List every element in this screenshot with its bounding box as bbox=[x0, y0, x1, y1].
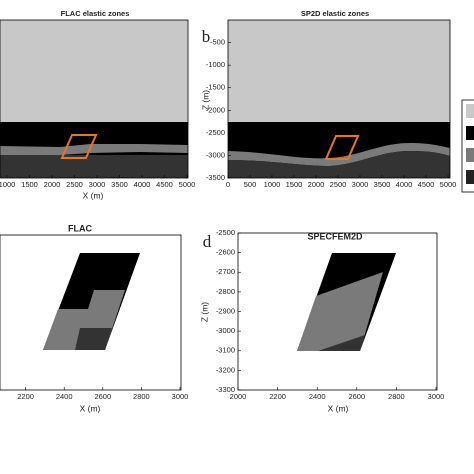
x-tick-label: 500 bbox=[244, 180, 257, 189]
panel-d-image bbox=[237, 232, 438, 391]
y-tick-label: -3000 bbox=[216, 326, 235, 335]
y-tick-label: -2500 bbox=[216, 228, 235, 237]
y-tick-label: -1500 bbox=[206, 83, 225, 92]
x-axis-label: X (m) bbox=[83, 190, 104, 200]
x-tick-label: 0 bbox=[226, 180, 230, 189]
x-tick-label: 2000 bbox=[308, 180, 325, 189]
colorbar bbox=[461, 99, 474, 193]
x-axis-label: X (m) bbox=[328, 403, 349, 413]
y-tick-label: -3500 bbox=[206, 173, 225, 182]
y-tick-label: -1000 bbox=[206, 60, 225, 69]
y-tick-label: -3100 bbox=[216, 346, 235, 355]
x-tick-label: 2600 bbox=[94, 392, 111, 401]
x-tick-label: 5000 bbox=[440, 180, 457, 189]
x-tick-label: 2800 bbox=[133, 392, 150, 401]
chart-title: SPECFEM2D bbox=[307, 231, 363, 241]
x-axis-label: X (m) bbox=[80, 403, 101, 413]
y-tick-label: -2700 bbox=[216, 267, 235, 276]
y-tick-label: -2000 bbox=[206, 105, 225, 114]
y-tick-label: -3000 bbox=[206, 150, 225, 159]
panel-a-image bbox=[0, 19, 189, 179]
x-tick-label: 3000 bbox=[352, 180, 369, 189]
panel-b-image bbox=[227, 19, 451, 179]
chart-title: SP2D elastic zones bbox=[301, 9, 369, 18]
y-axis-label: Z (m) bbox=[200, 90, 210, 110]
x-tick-label: 2000 bbox=[230, 392, 247, 401]
x-tick-label: 2600 bbox=[348, 392, 365, 401]
x-tick-label: 1000 bbox=[264, 180, 281, 189]
x-tick-label: 2000 bbox=[44, 180, 61, 189]
x-tick-label: 4500 bbox=[418, 180, 435, 189]
y-axis-label: Z (m) bbox=[199, 302, 209, 322]
x-tick-label: 4000 bbox=[396, 180, 413, 189]
x-tick-label: 4000 bbox=[134, 180, 151, 189]
y-tick-label: -2500 bbox=[206, 128, 225, 137]
y-tick-label: -2600 bbox=[216, 248, 235, 257]
x-tick-label: 5000 bbox=[179, 180, 196, 189]
x-tick-label: 1500 bbox=[286, 180, 303, 189]
x-tick-label: 3000 bbox=[172, 392, 189, 401]
x-tick-label: 3500 bbox=[111, 180, 128, 189]
x-tick-label: 1500 bbox=[21, 180, 38, 189]
x-tick-label: 2500 bbox=[66, 180, 83, 189]
y-tick-label: -500 bbox=[210, 38, 225, 47]
x-tick-label: 3000 bbox=[89, 180, 106, 189]
x-tick-label: 2800 bbox=[388, 392, 405, 401]
y-tick-label: -2800 bbox=[216, 287, 235, 296]
y-tick-label: -2900 bbox=[216, 306, 235, 315]
x-tick-label: 3500 bbox=[374, 180, 391, 189]
chart-title: FLAC elastic zones bbox=[61, 9, 130, 18]
x-tick-label: 1000 bbox=[0, 180, 15, 189]
x-tick-label: 2200 bbox=[269, 392, 286, 401]
x-tick-label: 4500 bbox=[156, 180, 173, 189]
x-tick-label: 2500 bbox=[330, 180, 347, 189]
x-tick-label: 2400 bbox=[309, 392, 326, 401]
x-tick-label: 2400 bbox=[56, 392, 73, 401]
x-tick-label: 2200 bbox=[17, 392, 34, 401]
y-tick-label: -3200 bbox=[216, 365, 235, 374]
panel-label: d bbox=[203, 232, 212, 251]
y-tick-label: -3300 bbox=[216, 385, 235, 394]
chart-title: FLAC bbox=[68, 223, 92, 233]
panel-c-image bbox=[0, 234, 182, 391]
x-tick-label: 3000 bbox=[428, 392, 445, 401]
panel-label: b bbox=[202, 27, 211, 46]
